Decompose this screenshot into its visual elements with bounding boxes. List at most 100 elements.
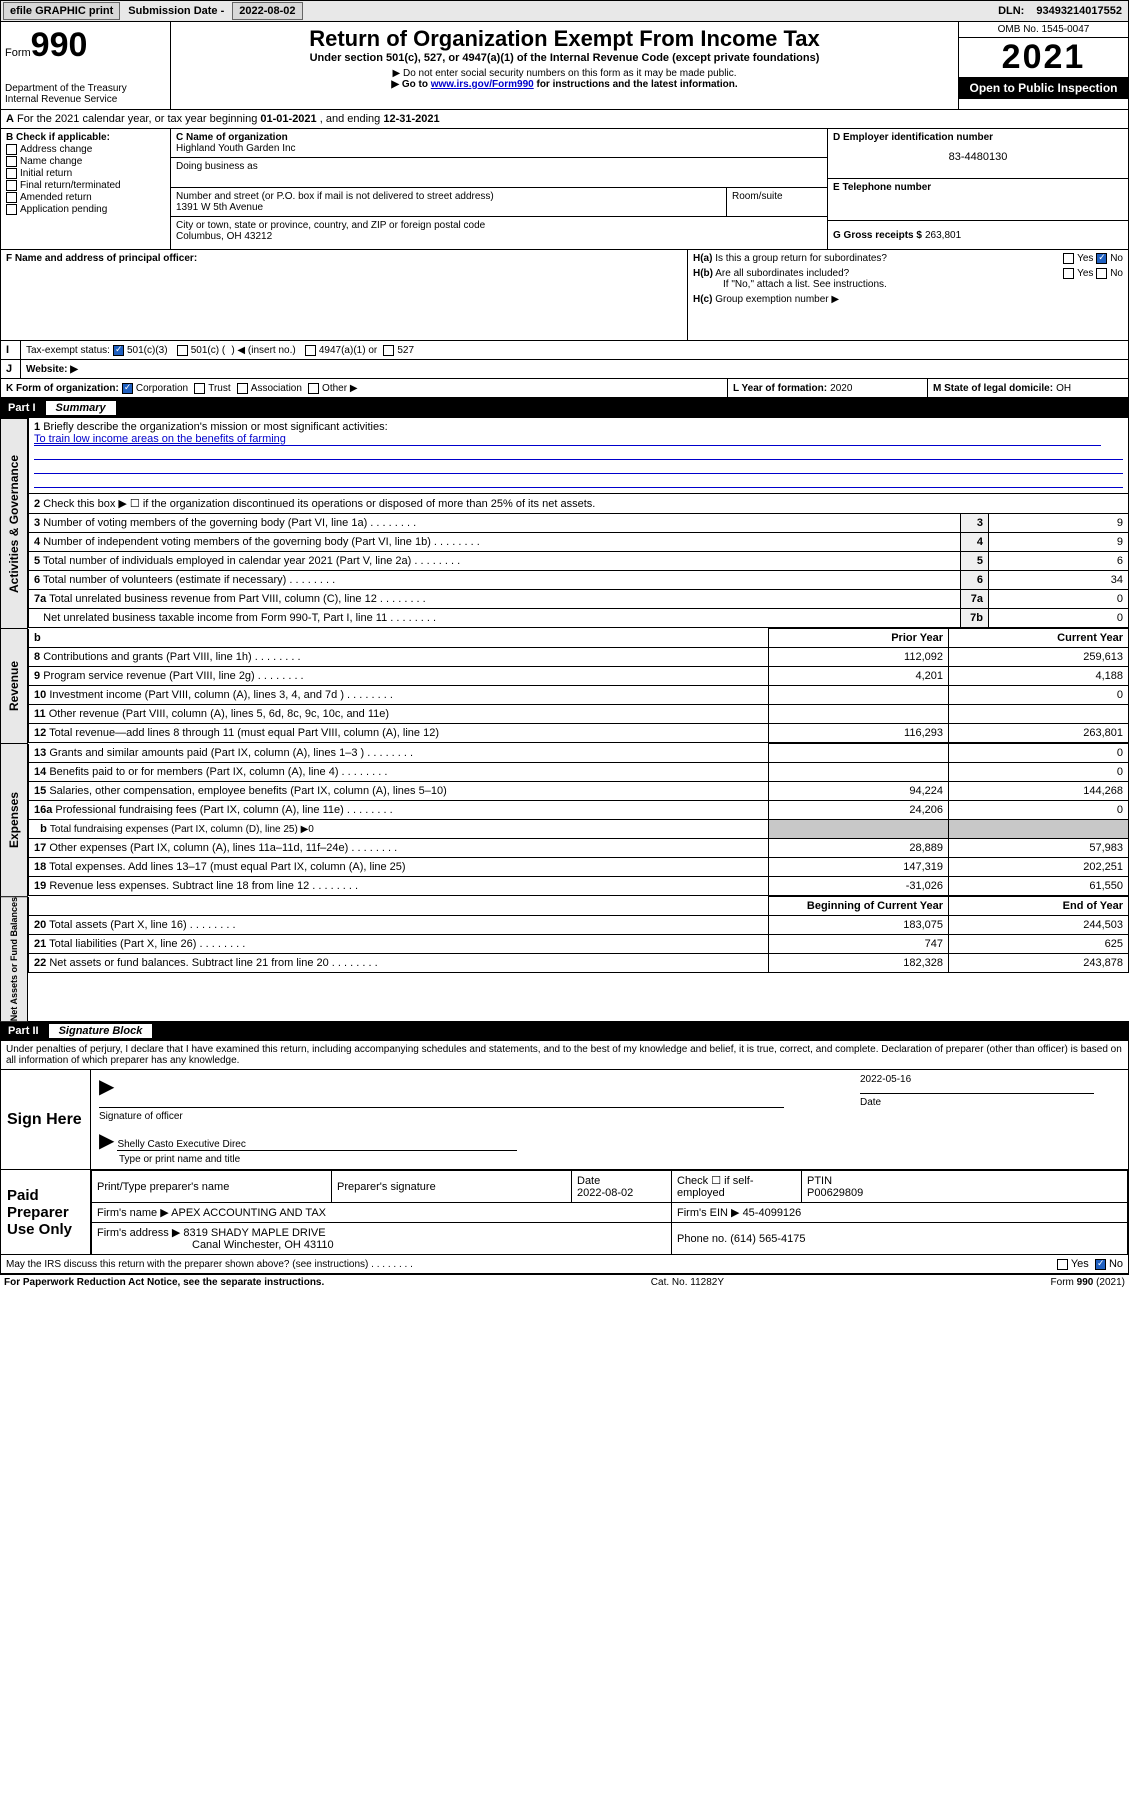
- rev-row: 10 Investment income (Part VIII, column …: [29, 686, 1129, 705]
- phone-value: (614) 565-4175: [730, 1233, 805, 1245]
- exp-row: 17 Other expenses (Part IX, column (A), …: [29, 839, 1129, 858]
- discuss-text: May the IRS discuss this return with the…: [6, 1259, 368, 1270]
- city-label: City or town, state or province, country…: [176, 220, 822, 231]
- firm-ein: 45-4099126: [743, 1207, 802, 1219]
- vert-label-netassets: Net Assets or Fund Balances: [0, 896, 28, 1021]
- cb-amended-return[interactable]: [6, 192, 17, 203]
- dept-treasury: Department of the Treasury: [5, 83, 166, 94]
- ptin-value: P00629809: [807, 1187, 863, 1199]
- form-title: Return of Organization Exempt From Incom…: [175, 26, 954, 52]
- h-b-note: If "No," attach a list. See instructions…: [723, 279, 1123, 290]
- firm-name-label: Firm's name ▶: [97, 1207, 169, 1219]
- end-year-header: End of Year: [949, 897, 1129, 916]
- form-word: Form: [5, 47, 31, 59]
- omb-number: OMB No. 1545-0047: [959, 22, 1128, 38]
- cb-initial-return[interactable]: [6, 168, 17, 179]
- city-value: Columbus, OH 43212: [176, 231, 822, 242]
- e-label: E Telephone number: [833, 182, 1123, 193]
- room-label: Room/suite: [732, 191, 822, 202]
- paid-preparer-label: Paid Preparer Use Only: [1, 1170, 91, 1254]
- exp-row: 18 Total expenses. Add lines 13–17 (must…: [29, 858, 1129, 877]
- cb-527[interactable]: [383, 345, 394, 356]
- cb-discuss-yes[interactable]: [1057, 1259, 1068, 1270]
- cb-final-return[interactable]: [6, 180, 17, 191]
- exp-row: 19 Revenue less expenses. Subtract line …: [29, 877, 1129, 896]
- form-subtitle-2: ▶ Do not enter social security numbers o…: [175, 68, 954, 79]
- form-number: 990: [31, 26, 88, 64]
- h-b-text: Are all subordinates included?: [715, 268, 849, 279]
- tax-year-begin: 01-01-2021: [260, 113, 316, 125]
- officer-name: Shelly Casto Executive Direc: [117, 1139, 517, 1151]
- netassets-table: Beginning of Current YearEnd of Year 20 …: [28, 896, 1129, 973]
- gov-row: 4 Number of independent voting members o…: [29, 533, 1129, 552]
- prep-sig-label: Preparer's signature: [332, 1171, 572, 1203]
- cb-association[interactable]: [237, 383, 248, 394]
- top-toolbar: efile GRAPHIC print Submission Date - 20…: [0, 0, 1129, 22]
- gov-row: 3 Number of voting members of the govern…: [29, 514, 1129, 533]
- vert-label-revenue: Revenue: [0, 628, 28, 743]
- governance-table: 1 Briefly describe the organization's mi…: [28, 418, 1129, 628]
- cb-ha-no[interactable]: [1096, 253, 1107, 264]
- part-2-subtitle: Signature Block: [49, 1024, 153, 1038]
- part-2-header: Part IISignature Block: [0, 1021, 1129, 1041]
- footer-left: For Paperwork Reduction Act Notice, see …: [4, 1277, 324, 1288]
- cb-hb-yes[interactable]: [1063, 268, 1074, 279]
- d-label: D Employer identification number: [833, 132, 1123, 143]
- form-header: Form990 Department of the Treasury Inter…: [0, 22, 1129, 110]
- efile-print-button[interactable]: efile GRAPHIC print: [3, 2, 120, 20]
- dba-label: Doing business as: [176, 161, 822, 172]
- line-j: J Website: ▶: [0, 360, 1129, 379]
- cb-4947[interactable]: [305, 345, 316, 356]
- current-year-header: Current Year: [949, 629, 1129, 648]
- na-row: 20 Total assets (Part X, line 16) . . . …: [29, 916, 1129, 935]
- cb-corporation[interactable]: [122, 383, 133, 394]
- cb-address-change[interactable]: [6, 144, 17, 155]
- firm-addr: 8319 SHADY MAPLE DRIVE: [183, 1227, 325, 1239]
- cb-501c3[interactable]: [113, 345, 124, 356]
- firm-city: Canal Winchester, OH 43110: [192, 1239, 334, 1251]
- line-a: A For the 2021 calendar year, or tax yea…: [0, 110, 1129, 129]
- tax-exempt-label: Tax-exempt status:: [26, 345, 110, 356]
- tax-year-end: 12-31-2021: [383, 113, 439, 125]
- expenses-table: 13 Grants and similar amounts paid (Part…: [28, 743, 1129, 896]
- officer-name-label: Type or print name and title: [119, 1154, 240, 1165]
- cb-discuss-no[interactable]: [1095, 1259, 1106, 1270]
- irs-gov-link[interactable]: www.irs.gov/Form990: [431, 79, 534, 90]
- line-2-text: Check this box ▶ ☐ if the organization d…: [43, 498, 595, 510]
- cb-name-change[interactable]: [6, 156, 17, 167]
- footer-mid: Cat. No. 11282Y: [651, 1277, 724, 1288]
- rev-row: 12 Total revenue—add lines 8 through 11 …: [29, 724, 1129, 743]
- exp-row: 16a Professional fundraising fees (Part …: [29, 801, 1129, 820]
- discuss-row: May the IRS discuss this return with the…: [0, 1255, 1129, 1274]
- prep-name-label: Print/Type preparer's name: [92, 1171, 332, 1203]
- ptin-label: PTIN: [807, 1175, 832, 1187]
- prep-date: 2022-08-02: [577, 1187, 633, 1199]
- mission-text: To train low income areas on the benefit…: [34, 433, 1101, 446]
- page-footer: For Paperwork Reduction Act Notice, see …: [0, 1274, 1129, 1290]
- ein-value: 83-4480130: [833, 151, 1123, 163]
- firm-ein-label: Firm's EIN ▶: [677, 1207, 740, 1219]
- f-label: F Name and address of principal officer:: [6, 253, 682, 264]
- prep-check-label: Check ☐ if self-employed: [672, 1171, 802, 1203]
- street-value: 1391 W 5th Avenue: [176, 202, 721, 213]
- cb-application-pending[interactable]: [6, 204, 17, 215]
- sig-date: 2022-05-16: [860, 1074, 1120, 1085]
- line-klm: K Form of organization: Corporation Trus…: [0, 379, 1129, 398]
- cb-trust[interactable]: [194, 383, 205, 394]
- rev-row: 11 Other revenue (Part VIII, column (A),…: [29, 705, 1129, 724]
- sig-officer-label: Signature of officer: [99, 1111, 860, 1122]
- firm-name: APEX ACCOUNTING AND TAX: [171, 1207, 326, 1219]
- gov-row: 5 Total number of individuals employed i…: [29, 552, 1129, 571]
- line-i: I Tax-exempt status: 501(c)(3) 501(c) ( …: [0, 341, 1129, 360]
- cb-ha-yes[interactable]: [1063, 253, 1074, 264]
- cb-other[interactable]: [308, 383, 319, 394]
- cb-501c[interactable]: [177, 345, 188, 356]
- gov-row: 6 Total number of volunteers (estimate i…: [29, 571, 1129, 590]
- dln-label: DLN:: [992, 5, 1030, 17]
- vert-label-governance: Activities & Governance: [0, 418, 28, 628]
- cb-hb-no[interactable]: [1096, 268, 1107, 279]
- year-formation: 2020: [830, 383, 852, 394]
- open-to-public: Open to Public Inspection: [959, 77, 1128, 99]
- org-name: Highland Youth Garden Inc: [176, 143, 822, 154]
- irs-label: Internal Revenue Service: [5, 94, 166, 105]
